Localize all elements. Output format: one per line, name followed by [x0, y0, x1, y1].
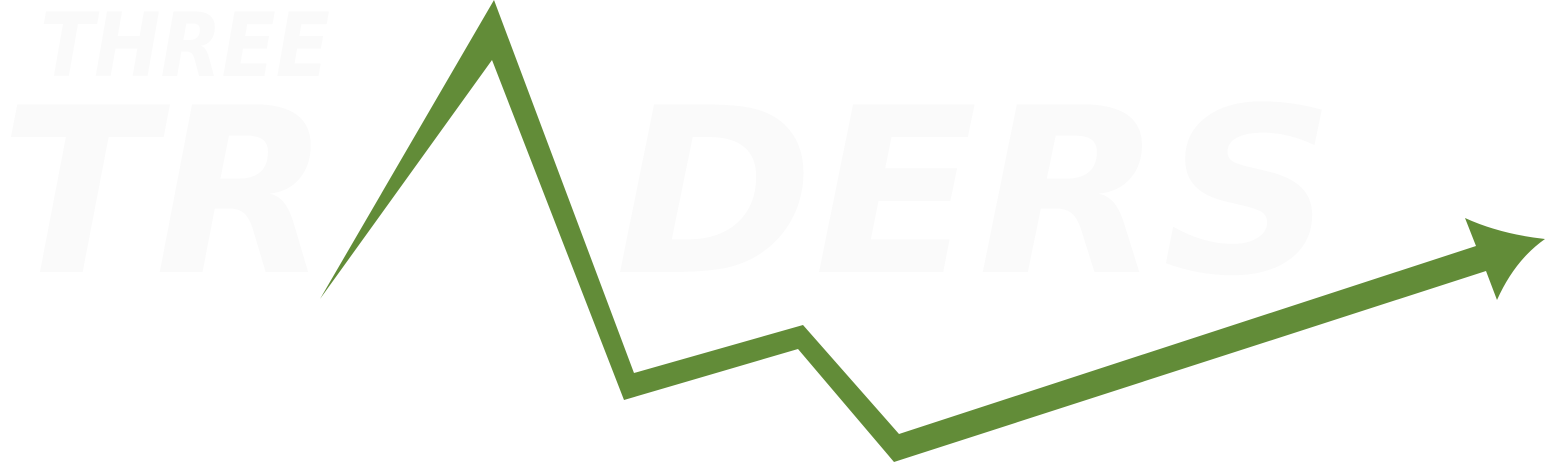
logo-small-word: THREE — [40, 0, 330, 97]
logo-left-word: TR — [0, 60, 330, 327]
trend-arrow-icon — [320, 0, 1545, 462]
logo-right-word: DERS — [615, 60, 1335, 327]
